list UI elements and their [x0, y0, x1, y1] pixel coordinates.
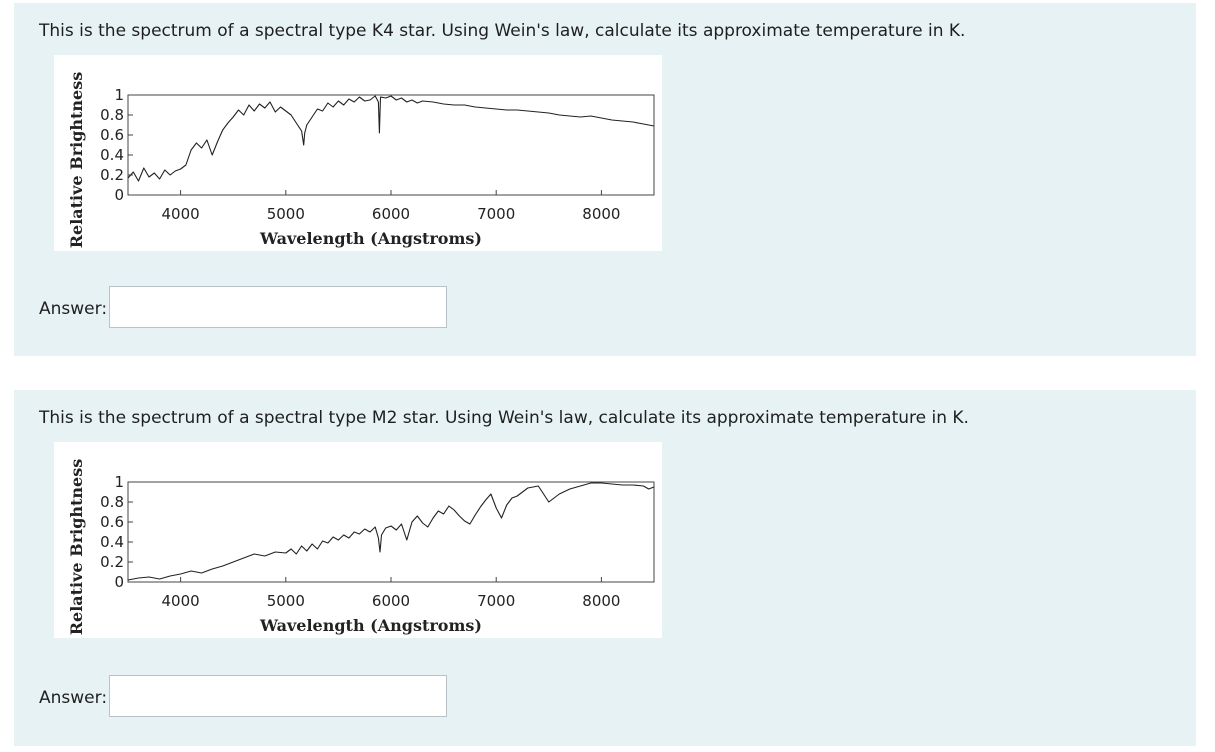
y-tick-label: 1	[114, 473, 124, 491]
y-tick-label: 0.8	[100, 106, 124, 124]
x-tick-label: 6000	[372, 205, 410, 223]
question-text: This is the spectrum of a spectral type …	[39, 408, 969, 428]
spectrum-line	[127, 482, 655, 581]
question-text: This is the spectrum of a spectral type …	[39, 21, 966, 41]
y-tick-label: 0.8	[100, 493, 124, 511]
y-tick-label: 0.6	[100, 513, 124, 531]
spectrum-figure: 0 0.2 0.4 0.6 0.8 1 4000 5000 6000 7000 8000 Wavele…	[54, 442, 662, 638]
x-tick-label: 8000	[582, 592, 620, 610]
spectrum-chart: 0 0.2 0.4 0.6 0.8 1 4000 5000 6000 7000 8000 Wavele…	[67, 72, 655, 249]
y-axis-title: Relative Brightness	[67, 72, 86, 249]
y-tick-label: 0	[114, 573, 124, 591]
x-tick-label: 4000	[162, 205, 200, 223]
question-panel: This is the spectrum of a spectral type …	[14, 3, 1196, 356]
x-axis-title: Wavelength (Angstroms)	[259, 229, 482, 248]
y-tick-label: 0.2	[100, 553, 124, 571]
y-tick-label: 0.2	[100, 166, 124, 184]
y-tick-label: 0.4	[100, 146, 124, 164]
x-axis-title: Wavelength (Angstroms)	[259, 616, 482, 635]
x-tick-label: 4000	[162, 592, 200, 610]
y-axis-title: Relative Brightness	[67, 459, 86, 636]
spectrum-chart: 0 0.2 0.4 0.6 0.8 1 4000 5000 6000 7000 8000 Wavele…	[67, 459, 655, 636]
x-tick-label: 6000	[372, 592, 410, 610]
question-panel: This is the spectrum of a spectral type …	[14, 390, 1196, 746]
x-tick-label: 7000	[477, 592, 515, 610]
plot-frame	[127, 94, 655, 196]
y-tick-label: 0.6	[100, 126, 124, 144]
x-tick-label: 8000	[582, 205, 620, 223]
answer-label: Answer:	[39, 299, 108, 319]
answer-label: Answer:	[39, 688, 108, 708]
answer-input[interactable]	[109, 286, 447, 328]
spectrum-figure: 0 0.2 0.4 0.6 0.8 1 4000 5000 6000 7000 8000 Wavele…	[54, 55, 662, 251]
y-tick-label: 1	[114, 86, 124, 104]
answer-input[interactable]	[109, 675, 447, 717]
y-tick-label: 0.4	[100, 533, 124, 551]
y-tick-label: 0	[114, 186, 124, 204]
spectrum-line	[127, 95, 655, 182]
x-tick-label: 5000	[267, 592, 305, 610]
x-tick-label: 7000	[477, 205, 515, 223]
plot-frame	[127, 481, 655, 583]
x-tick-label: 5000	[267, 205, 305, 223]
